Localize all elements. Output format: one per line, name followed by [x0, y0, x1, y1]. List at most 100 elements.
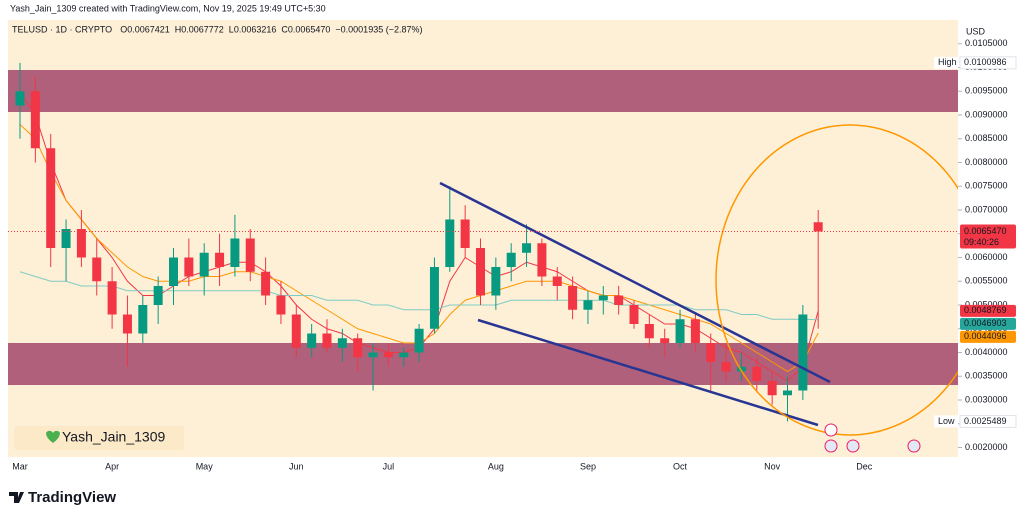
y-tick-label: 0.0080000: [965, 157, 1008, 167]
candle-body: [184, 257, 194, 277]
low-title: Low: [938, 416, 955, 426]
high-title-bg: [934, 56, 958, 69]
ma-tag: [960, 330, 1016, 343]
y-tick-label: 0.0075000: [965, 181, 1008, 191]
candle-body: [353, 338, 363, 358]
candle-body: [30, 91, 40, 149]
y-tick-label: 0.0020000: [965, 442, 1008, 452]
high-title: High: [938, 57, 957, 67]
y-tick-label: 0.0050000: [965, 299, 1008, 309]
y-tick-label: 0.0060000: [965, 252, 1008, 262]
channel-upper: [439, 181, 831, 384]
last-price-label: 0.0065470: [964, 226, 1007, 236]
x-tick-label: Jun: [289, 461, 304, 471]
countdown: 09:40:26: [964, 237, 999, 247]
x-tick-label: Mar: [12, 461, 28, 471]
candle-body: [153, 286, 163, 305]
x-tick-label: Dec: [856, 461, 873, 471]
candle-body: [783, 390, 792, 396]
ma-tag: [960, 317, 1016, 330]
candle-body: [414, 328, 424, 353]
candle-body: [429, 267, 439, 329]
x-tick-label: Sep: [580, 461, 596, 471]
y-tick-label: 0.0090000: [965, 109, 1008, 119]
ma-tag-label: 0.0048769: [964, 305, 1007, 315]
candle-body: [46, 148, 56, 248]
candle-body: [583, 300, 593, 310]
icon: [824, 439, 838, 453]
low-tag: [959, 414, 1017, 428]
candle-body: [199, 252, 209, 277]
low-title-bg: [934, 415, 958, 428]
support-zone: [8, 343, 958, 385]
ma-tag-label: 0.0046903: [964, 318, 1007, 328]
candle-body: [337, 338, 347, 348]
candle-body: [552, 276, 562, 286]
x-tick-label: Jul: [383, 461, 395, 471]
candle-body: [399, 352, 409, 358]
candle-body: [798, 314, 808, 391]
legend-change: −0.0001935 (−2.87%): [335, 24, 422, 34]
x-tick-label: Aug: [488, 461, 504, 471]
candle-body: [721, 362, 731, 372]
candle-body: [445, 219, 455, 267]
ohlc-legend: TELUSD · 1D · CRYPTO O 0.0067421 H 0.006777…: [12, 24, 422, 34]
legend-value: 0.0067421: [127, 24, 170, 34]
candle-body: [15, 91, 25, 106]
candle-body: [568, 286, 578, 310]
ma-tag-label: 0.0044096: [964, 331, 1007, 341]
x-tick-label: Oct: [673, 461, 688, 471]
candle-body: [644, 324, 654, 339]
symbol: TELUSD · 1D · CRYPTO: [12, 24, 112, 34]
candle-body: [813, 222, 823, 232]
icon: [907, 439, 921, 453]
legend-key: C: [281, 24, 288, 34]
y-tick-label: 0.0085000: [965, 133, 1008, 143]
candle-body: [706, 343, 716, 362]
candle-body: [138, 305, 148, 334]
candle-body: [736, 366, 746, 372]
candle-body: [598, 295, 608, 301]
event-icons: [824, 423, 921, 453]
candle-body: [522, 243, 532, 253]
candle-body: [690, 319, 700, 343]
candle-body: [675, 319, 685, 343]
logo-mark: [9, 492, 24, 503]
y-tick-label: 0.0035000: [965, 371, 1008, 381]
y-tick-label: 0.0105000: [965, 38, 1008, 48]
watermark: Yash_Jain_1309: [62, 429, 165, 445]
low-label: 0.0025489: [964, 416, 1007, 426]
candle-body: [245, 238, 255, 272]
legend-key: H: [175, 24, 182, 34]
ma-tag: [960, 304, 1016, 317]
candle-body: [752, 366, 762, 381]
candle-body: [322, 333, 332, 348]
candle-body: [491, 267, 501, 296]
candle-body: [368, 352, 378, 358]
y-tick-label: 0.0030000: [965, 394, 1008, 404]
high-label: 0.0100986: [964, 57, 1007, 67]
x-tick-label: Nov: [764, 461, 781, 471]
candle-body: [537, 243, 547, 277]
highlight-circle: [715, 124, 958, 436]
legend-key: O: [120, 24, 127, 34]
time-axis: [8, 457, 958, 477]
candle-body: [276, 295, 286, 315]
legend-value: 0.0065470: [288, 24, 331, 34]
y-tick-label: 0.0095000: [965, 86, 1008, 96]
candle-body: [506, 252, 516, 267]
candle-body: [307, 333, 317, 348]
candle-body: [122, 314, 132, 334]
candle-body: [460, 219, 470, 248]
candle-body: [61, 229, 71, 248]
x-tick-label: Apr: [105, 461, 119, 471]
brand-logo: TradingView: [9, 489, 116, 506]
icon: [846, 439, 860, 453]
candle-body: [261, 271, 271, 296]
legend-key: L: [229, 24, 234, 34]
moving-average: [19, 271, 819, 321]
credit: Yash_Jain_1309 created with TradingView.…: [10, 3, 326, 13]
candle-body: [476, 248, 485, 296]
candle-body: [107, 281, 117, 315]
